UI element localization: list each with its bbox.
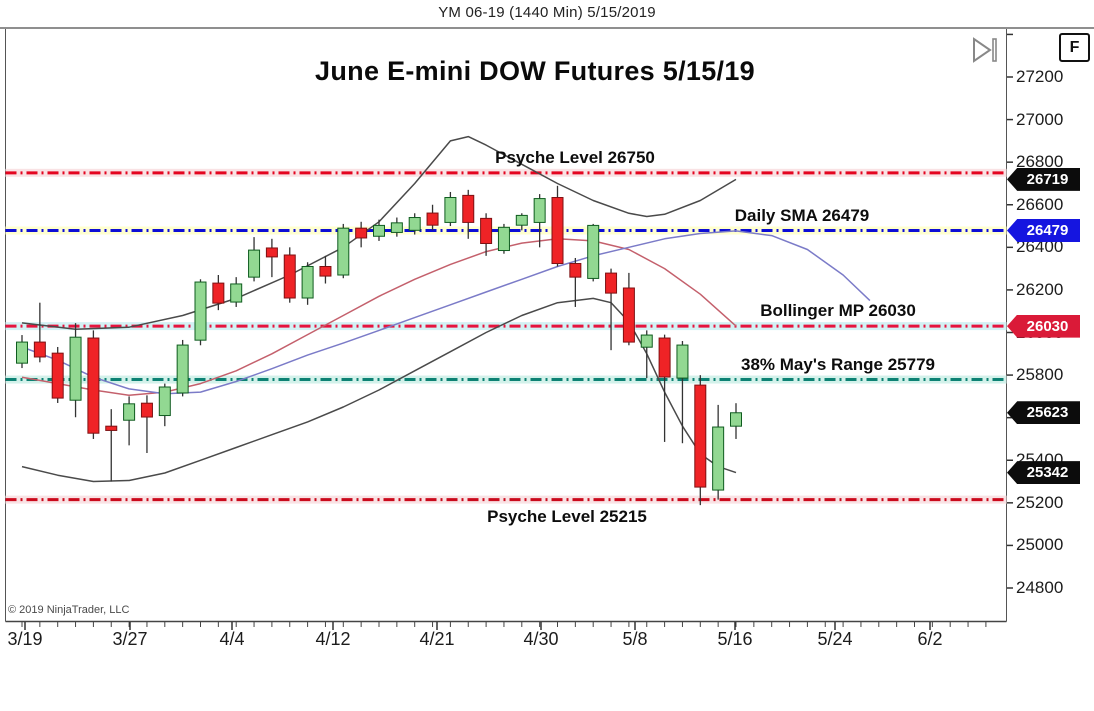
ray-annotation[interactable]: Psyche Level 26750 [495,147,655,167]
price-tag-25342: 25342 [1007,461,1080,485]
candle-5/7 [622,287,635,343]
y-tick-label: 27000 [1016,109,1064,129]
x-axis[interactable]: 3/19 3/27 4/4 4/12 4/21 4/30 5/8 5/16 5/24 6/2 [0,622,1094,667]
y-tick-label: 26200 [1016,279,1064,299]
instrument-label: YM 06-19 (1440 Min) 5/15/2019 [438,4,656,21]
price-tag-25623: 25623 [1007,401,1080,425]
copyright-watermark: © 2019 NinjaTrader, LLC [8,604,130,616]
y-tick-label: 25800 [1016,365,1064,385]
x-tick-label-4/4: 4/4 [219,629,245,649]
candle-4/12 [337,227,350,276]
candle-3/19 [16,341,28,364]
candle-4/17 [390,222,403,233]
candle-5/9 [658,337,671,378]
f-button[interactable]: F [1059,33,1090,62]
candle-4/25 [480,217,493,245]
candle-4/8 [265,247,278,258]
ray-annotation[interactable]: Daily SMA 26479 [734,205,870,225]
candle-3/26 [105,425,118,431]
candle-4/24 [462,194,475,223]
candle-3/29 [158,386,171,417]
candle-4/2 [194,281,207,341]
x-tick-label-4/21: 4/21 [419,629,455,649]
y-tick-label: 26600 [1016,194,1064,214]
skip-to-end-icon[interactable] [970,36,1002,64]
y-tick-label: 24800 [1016,578,1064,597]
candle-4/29 [515,214,528,226]
candle-4/11 [319,265,332,277]
y-tick-label: 25200 [1016,492,1064,512]
candle-3/27 [123,403,136,421]
candle-5/6 [605,272,618,294]
candle-5/13 [694,384,707,488]
x-tick-label-3/27: 3/27 [112,629,148,649]
ray-glow [5,375,1007,384]
chart-title: June E-mini DOW Futures 5/15/19 [315,56,755,86]
candle-3/25 [87,337,100,434]
x-tick-label-5/24: 5/24 [817,629,853,649]
price-tag-26030: 26030 [1007,314,1080,338]
x-tick-label-4/12: 4/12 [315,629,351,649]
ray-annotation[interactable]: 38% May's Range 25779 [741,354,935,374]
candle-5/15 [730,412,742,427]
x-tick-label-3/19: 3/19 [7,629,43,649]
candle-5/14 [712,426,725,491]
header-divider [0,27,1094,29]
candle-4/9 [283,254,296,299]
ray-annotation[interactable]: Psyche Level 25215 [487,506,647,526]
ray-glow [5,168,1007,177]
candle-4/26 [497,226,510,252]
candle-4/3 [212,282,225,304]
candle-4/15 [355,227,368,239]
y-tick-label: 27200 [1016,67,1064,86]
candle-3/28 [140,402,153,418]
candle-5/10 [676,344,689,379]
y-axis[interactable]: 2720027000268002660026400262002600025800… [1007,29,1094,622]
chart-instrument-header: YM 06-19 (1440 Min) 5/15/2019 [0,0,1094,27]
candle-4/30 [533,198,546,223]
x-tick-label-4/30: 4/30 [523,629,559,649]
bollinger-upper-band [21,135,737,331]
x-tick-label-6/2: 6/2 [917,629,943,649]
candle-4/5 [248,249,261,278]
candle-3/22 [69,336,82,401]
candle-4/16 [373,224,385,237]
candle-4/4 [230,283,243,303]
ray-glow [5,495,1007,504]
bollinger-midline [21,238,737,397]
x-tick-label-5/16: 5/16 [717,629,753,649]
x-tick-label-5/8: 5/8 [622,629,648,649]
candle-3/20 [33,341,46,358]
y-tick-label: 26400 [1016,237,1064,257]
y-tick-label: 25000 [1016,535,1064,555]
candle-5/1 [551,197,564,265]
candle-5/2 [569,263,582,278]
ray-annotation[interactable]: Bollinger MP 26030 [760,301,916,321]
candle-5/8 [640,334,653,348]
price-tag-26719: 26719 [1007,167,1080,191]
candle-5/3 [587,224,600,279]
candle-4/18 [408,217,421,231]
candle-4/22 [426,212,439,226]
candle-4/1 [176,344,189,394]
y-tick-label: 26800 [1016,152,1064,172]
ray-glow [5,322,1007,331]
candle-4/23 [444,197,457,223]
candle-3/21 [51,352,64,399]
price-tag-26479: 26479 [1007,219,1080,242]
candle-4/10 [301,265,314,299]
